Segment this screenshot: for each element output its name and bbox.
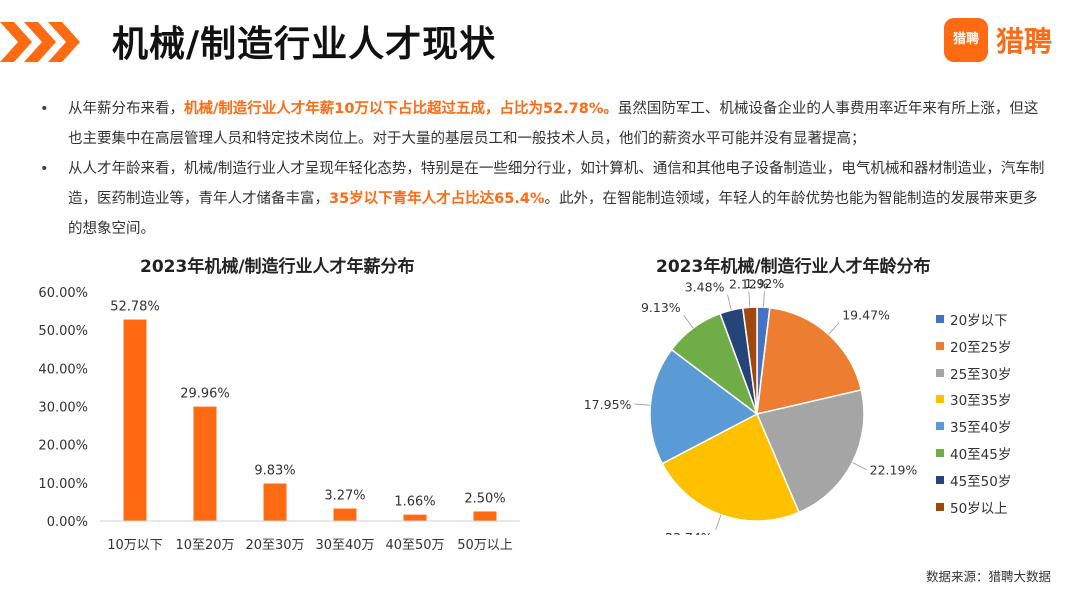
bullet-dot-icon: •	[40, 101, 49, 117]
logo-icon: 猎聘	[944, 18, 988, 62]
pie-chart-title: 2023年机械/制造行业人才年龄分布	[656, 257, 931, 277]
x-tick-label: 50万以上	[457, 538, 513, 553]
header: 机械/制造行业人才现状 猎聘 猎聘	[0, 0, 1080, 80]
bullet-text: 从年薪分布来看，	[68, 101, 184, 117]
pie-leader-line	[727, 294, 732, 311]
x-tick-label: 20至30万	[245, 538, 304, 553]
y-tick-label: 40.00%	[38, 362, 88, 377]
pie-value-label: 9.13%	[641, 300, 681, 315]
x-tick-label: 10万以下	[107, 538, 163, 553]
pie-value-label: 1.92%	[745, 276, 785, 291]
pie-value-label: 3.48%	[685, 280, 725, 295]
bullet-text: 从人才年龄来看，机械/制造行业人才呈现年轻化态势，特别是在一些细分行业，如计算机…	[68, 161, 1045, 207]
bar-value-label: 1.66%	[394, 495, 435, 510]
legend-label: 20至25岁	[950, 339, 1012, 356]
x-tick-label: 10至20万	[175, 538, 234, 553]
legend-label: 30至35岁	[950, 393, 1012, 410]
bar-value-label: 3.27%	[324, 489, 365, 504]
y-tick-label: 50.00%	[38, 324, 88, 339]
pie-leader-line	[683, 315, 694, 329]
bullet-dot-icon: •	[40, 161, 49, 177]
pie-slice	[649, 348, 759, 465]
legend-label: 50岁以上	[950, 500, 1008, 517]
legend-label: 45至50岁	[950, 473, 1012, 490]
y-tick-label: 60.00%	[38, 286, 88, 301]
age-pie-chart: 1.92% 19.47% 22.19% 23.74% 17.95% 9.13% 3.48% 2…	[584, 276, 918, 535]
y-tick-label: 0.00%	[47, 515, 88, 530]
legend-swatch	[936, 448, 944, 457]
bar	[333, 508, 357, 521]
pie-value-label: 2.12%	[729, 276, 769, 291]
pie-slice	[755, 389, 865, 514]
bar-value-label: 29.96%	[180, 387, 230, 402]
pie-slice	[661, 412, 800, 522]
pie-leader-line	[852, 462, 867, 471]
data-source: 数据来源：猎聘大数据	[926, 569, 1052, 584]
bullet-text: 。此外，在智能制造领域，年轻人的年龄优势也能为智能制造的发展带来更多的想象空间。	[68, 191, 1038, 237]
pie-slice	[756, 306, 863, 415]
pie-value-label: 23.74%	[665, 530, 713, 535]
legend-label: 35至40岁	[950, 420, 1012, 437]
page-title: 机械/制造行业人才现状	[112, 24, 497, 65]
legend-swatch	[936, 315, 944, 323]
pie-value-label: 17.95%	[584, 397, 632, 412]
bar	[193, 406, 217, 521]
y-tick-label: 30.00%	[38, 401, 88, 416]
bar-value-label: 2.50%	[464, 491, 505, 506]
bar	[403, 514, 427, 521]
bar-chart-title: 2023年机械/制造行业人才年薪分布	[140, 257, 415, 277]
pie-slice	[741, 306, 758, 415]
pie-value-label: 22.19%	[870, 463, 918, 478]
y-tick-label: 20.00%	[38, 439, 88, 454]
y-tick-label: 10.00%	[38, 477, 88, 492]
legend-label: 40至45岁	[950, 446, 1012, 463]
pie-leader-line	[748, 291, 751, 308]
bullet-highlight: 35岁以下青年人才占比达65.4%	[329, 191, 545, 207]
x-tick-label: 30至40万	[315, 538, 374, 553]
pie-leader-line	[763, 291, 765, 308]
legend-swatch	[936, 368, 944, 377]
bar	[123, 319, 147, 521]
bar	[263, 483, 287, 521]
bullet-highlight: 机械/制造行业人才年薪10万以下占比超过五成，占比为52.78%。	[184, 101, 618, 117]
x-tick-label: 40至50万	[385, 538, 444, 553]
legend-label: 20岁以下	[950, 313, 1008, 329]
bullet-salary: • 从年薪分布来看，机械/制造行业人才年薪10万以下占比超过五成，占比为52.7…	[40, 94, 1050, 154]
bar-value-label: 9.83%	[254, 463, 295, 478]
chevron-arrows-icon	[0, 22, 80, 62]
legend-swatch	[936, 341, 944, 350]
bar-value-label: 52.78%	[110, 300, 160, 315]
pie-leader-line	[828, 322, 840, 335]
legend-swatch	[936, 395, 944, 404]
salary-bar-chart: 0.00% 10.00% 20.00% 30.00% 40.00% 50.00% 60.00…	[38, 286, 520, 553]
logo-text: 猎聘	[996, 25, 1053, 58]
bar	[473, 511, 497, 521]
legend-label: 25至30岁	[950, 366, 1012, 383]
bullet-age: • 从人才年龄来看，机械/制造行业人才呈现年轻化态势，特别是在一些细分行业，如计…	[40, 154, 1050, 244]
brand-logo[interactable]: 猎聘 猎聘	[944, 18, 1062, 62]
summary-bullets: • 从年薪分布来看，机械/制造行业人才年薪10万以下占比超过五成，占比为52.7…	[40, 94, 1050, 244]
bullet-text: 虽然国防军工、机械设备企业的人事费用率近年来有所上涨，但这也主要集中在高层管理人…	[68, 101, 1039, 147]
pie-value-label: 19.47%	[842, 308, 890, 323]
legend-swatch	[936, 475, 944, 484]
pie-leader-line	[715, 514, 722, 530]
legend-swatch	[936, 502, 944, 511]
legend-swatch	[936, 422, 944, 431]
pie-leader-line	[634, 403, 651, 406]
